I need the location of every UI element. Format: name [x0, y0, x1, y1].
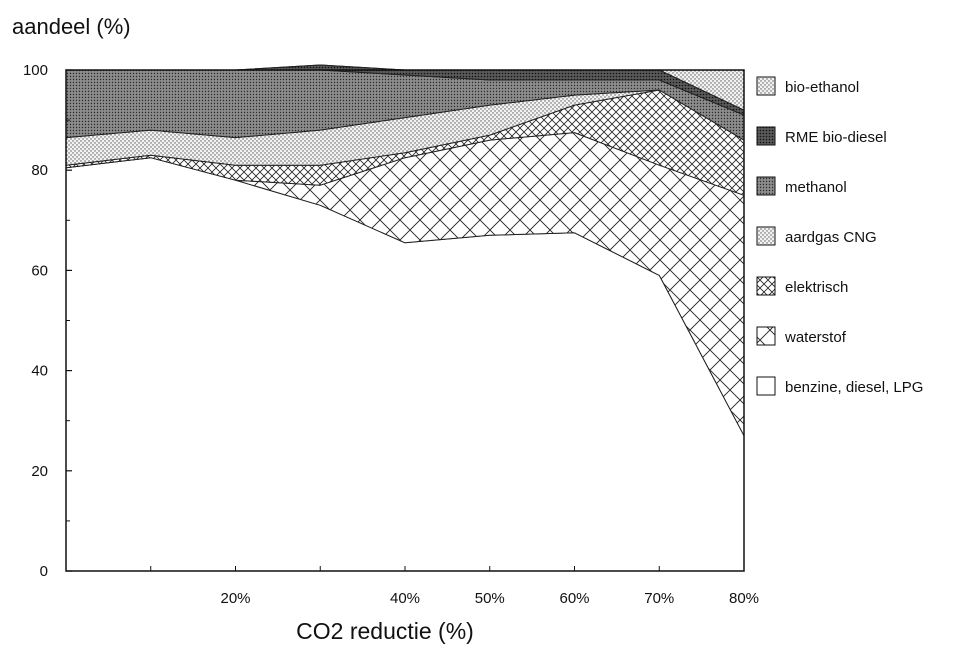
x-tick-label: 20% [220, 590, 250, 607]
legend-swatch [756, 126, 776, 146]
y-tick-label: 40 [31, 363, 48, 380]
legend-swatch [756, 376, 776, 396]
y-axis-title: aandeel (%) [12, 14, 131, 39]
legend-label: waterstof [784, 329, 847, 346]
y-tick-label: 60 [31, 262, 48, 279]
legend-label: aardgas CNG [785, 229, 877, 246]
x-tick-label: 50% [475, 590, 505, 607]
x-axis-title: CO2 reductie (%) [296, 618, 474, 644]
legend-swatch [756, 326, 776, 346]
x-tick-label: 80% [729, 590, 759, 607]
legend-swatch [756, 176, 776, 196]
legend-label: elektrisch [785, 279, 848, 296]
legend-swatch [756, 276, 776, 296]
y-tick-label: 100 [23, 62, 48, 79]
y-tick-label: 20 [31, 463, 48, 480]
legend-swatch [756, 76, 776, 96]
y-tick-label: 80 [31, 162, 48, 179]
legend-label: methanol [785, 179, 847, 196]
x-tick-label: 70% [644, 590, 674, 607]
y-tick-label: 0 [40, 563, 48, 580]
x-tick-label: 40% [390, 590, 420, 607]
legend-label: bio-ethanol [785, 79, 859, 96]
legend-swatch [756, 226, 776, 246]
legend-label: benzine, diesel, LPG [785, 379, 923, 396]
legend-label: RME bio-diesel [785, 129, 887, 146]
x-tick-label: 60% [559, 590, 589, 607]
